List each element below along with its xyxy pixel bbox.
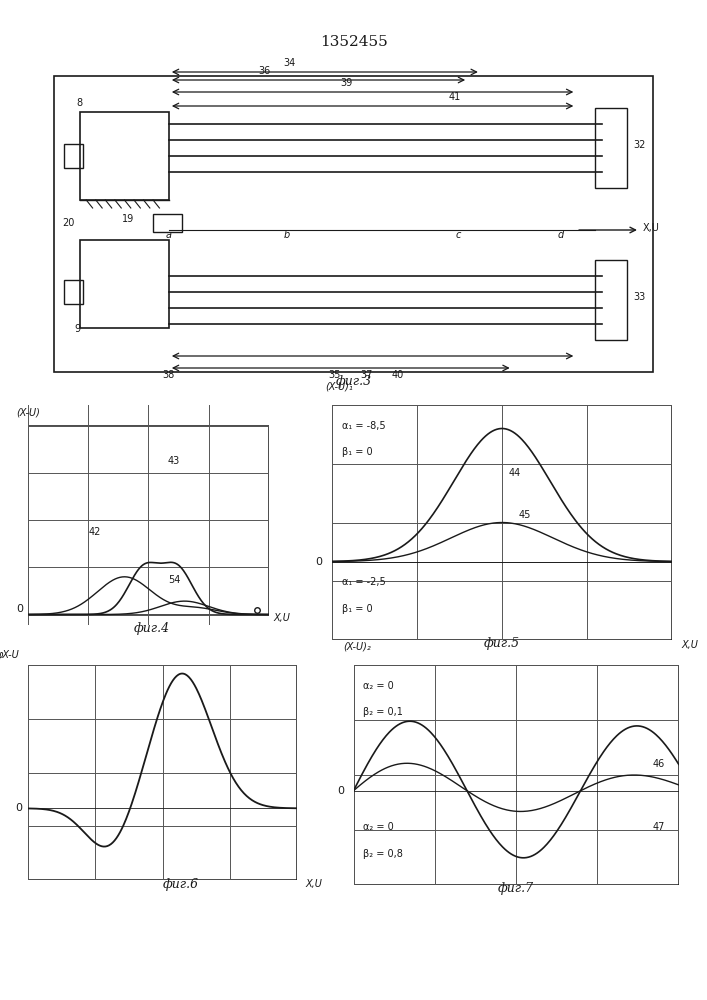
Text: 20: 20 [62, 218, 75, 228]
Text: (X-U): (X-U) [16, 407, 40, 417]
Text: 0: 0 [337, 786, 344, 796]
Text: (X-U)₁: (X-U)₁ [325, 381, 354, 391]
Text: фиг.7: фиг.7 [498, 882, 534, 895]
Text: 54: 54 [168, 575, 180, 585]
Text: β₁ = 0: β₁ = 0 [342, 447, 373, 457]
Text: 47: 47 [653, 822, 665, 832]
Text: X,U: X,U [643, 223, 660, 233]
Text: 33: 33 [633, 292, 645, 302]
Text: 34: 34 [284, 58, 296, 68]
Text: 35: 35 [328, 370, 341, 380]
Text: φX-U: φX-U [0, 650, 19, 660]
Bar [28, 426, 269, 615]
Text: 0: 0 [315, 557, 322, 567]
Bar [80, 240, 169, 328]
Text: β₂ = 0,8: β₂ = 0,8 [363, 849, 403, 859]
Text: β₂ = 0,1: β₂ = 0,1 [363, 707, 403, 717]
Text: 8: 8 [77, 98, 83, 108]
Bar [595, 260, 627, 340]
Text: 0: 0 [15, 803, 22, 813]
Text: α₂ = 0: α₂ = 0 [363, 681, 394, 691]
Text: a: a [165, 230, 172, 240]
Text: d: d [557, 230, 563, 240]
Text: 37: 37 [360, 370, 373, 380]
Text: X,U: X,U [682, 640, 699, 650]
Bar [64, 144, 83, 168]
Bar [80, 112, 169, 200]
Text: 41: 41 [449, 92, 461, 102]
Text: α₂ = 0: α₂ = 0 [363, 822, 394, 832]
Text: 19: 19 [122, 214, 134, 224]
Text: 40: 40 [392, 370, 404, 380]
Bar [153, 214, 182, 232]
Text: b: b [284, 230, 290, 240]
Text: фиг.6: фиг.6 [162, 878, 199, 891]
Text: 45: 45 [519, 510, 532, 520]
Text: 38: 38 [163, 370, 175, 380]
Text: 43: 43 [168, 456, 180, 466]
Text: 32: 32 [633, 140, 646, 150]
Text: 9: 9 [75, 324, 81, 334]
Text: (X-U)₂: (X-U)₂ [344, 641, 371, 651]
Bar [64, 280, 83, 304]
Text: 46: 46 [653, 759, 665, 769]
Text: 36: 36 [258, 66, 270, 76]
Text: 1352455: 1352455 [320, 35, 387, 49]
Text: фиг.4: фиг.4 [134, 622, 170, 635]
Text: 44: 44 [509, 468, 521, 478]
Bar [595, 108, 627, 188]
Text: α₁ = -2,5: α₁ = -2,5 [342, 577, 386, 587]
Text: X,U: X,U [305, 879, 322, 889]
Text: α₁ = -8,5: α₁ = -8,5 [342, 420, 386, 430]
Text: 39: 39 [341, 78, 353, 88]
Text: 42: 42 [88, 527, 101, 537]
Text: фиг.3: фиг.3 [335, 375, 372, 388]
Text: 0: 0 [16, 604, 23, 614]
Text: X,U: X,U [274, 613, 291, 623]
Text: c: c [455, 230, 461, 240]
Text: β₁ = 0: β₁ = 0 [342, 604, 373, 614]
Text: фиг.5: фиг.5 [484, 637, 520, 650]
